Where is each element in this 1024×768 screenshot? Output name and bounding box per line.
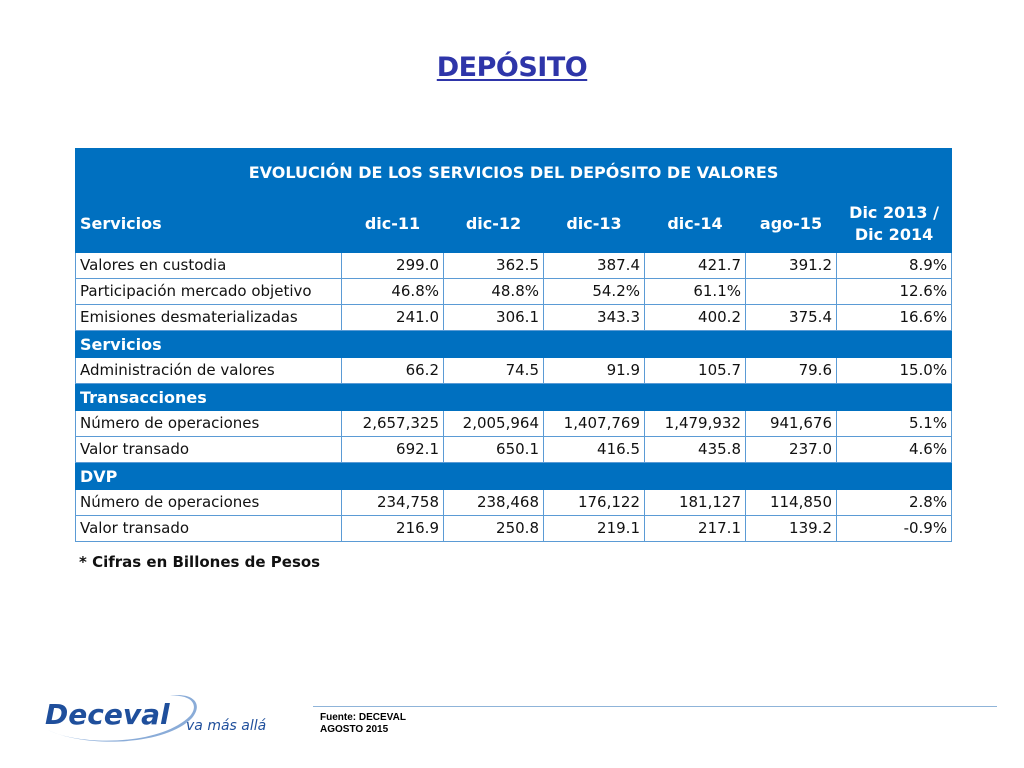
column-header: dic-11	[341, 195, 444, 253]
table-cell: 375.4	[745, 304, 837, 331]
services-table-container: EVOLUCIÓN DE LOS SERVICIOS DEL DEPÓSITO …	[74, 148, 953, 542]
source-caption: Fuente: DECEVAL AGOSTO 2015	[320, 712, 406, 736]
logo-tagline: va más allá	[186, 718, 266, 734]
table-cell: 2,657,325	[341, 410, 444, 437]
table-cell: 234,758	[341, 489, 444, 516]
table-title-row: EVOLUCIÓN DE LOS SERVICIOS DEL DEPÓSITO …	[74, 148, 953, 196]
table-cell: 61.1%	[644, 278, 746, 305]
table-row: Número de operaciones 234,758 238,468 176,1…	[75, 489, 953, 516]
table-cell: 181,127	[644, 489, 746, 516]
table-header-row: Servicios dic-11 dic-12 dic-13 dic-14 ag…	[75, 195, 953, 253]
table-row: Emisiones desmaterializadas 241.0 306.1 343…	[75, 304, 953, 331]
table-cell: 16.6%	[835, 304, 953, 331]
services-table: EVOLUCIÓN DE LOS SERVICIOS DEL DEPÓSITO …	[74, 148, 953, 542]
table-cell	[745, 278, 837, 305]
table-cell: 74.5	[443, 357, 544, 384]
table-cell: 650.1	[443, 436, 544, 463]
table-row: Administración de valores 66.2 74.5 91.9 105…	[75, 357, 953, 384]
table-cell: 362.5	[443, 252, 544, 279]
row-label: Valor transado	[75, 515, 342, 542]
row-label: Valor transado	[75, 436, 342, 463]
table-cell: -0.9%	[835, 515, 953, 542]
slide-title: DEPÓSITO	[436, 52, 588, 83]
column-header: ago-15	[745, 195, 837, 253]
table-cell: 2.8%	[835, 489, 953, 516]
table-cell: 139.2	[745, 515, 837, 542]
row-label: Número de operaciones	[75, 489, 342, 516]
source-line-2: AGOSTO 2015	[320, 724, 389, 735]
table-row: Valor transado 216.9 250.8 219.1 217.1 139.2-…	[75, 515, 953, 542]
table-cell: 299.0	[341, 252, 444, 279]
table-cell: 1,479,932	[644, 410, 746, 437]
table-row: Valores en custodia 299.0 362.5 387.4 421.7 3…	[75, 252, 953, 279]
row-label: Emisiones desmaterializadas	[75, 304, 342, 331]
row-label: Participación mercado objetivo	[75, 278, 342, 305]
table-cell: 8.9%	[835, 252, 953, 279]
section-header-row: Transacciones	[74, 383, 953, 411]
table-cell: 4.6%	[835, 436, 953, 463]
table-cell: 343.3	[543, 304, 645, 331]
table-footnote: * Cifras en Billones de Pesos	[79, 553, 321, 571]
source-line-1: Fuente: DECEVAL	[320, 712, 406, 723]
table-cell: 46.8%	[341, 278, 444, 305]
section-header-row: DVP	[74, 462, 953, 490]
table-row: Participación mercado objetivo 46.8% 48.8%…	[75, 278, 953, 305]
table-cell: 217.1	[644, 515, 746, 542]
column-header: Servicios	[75, 195, 342, 253]
table-cell: 114,850	[745, 489, 837, 516]
table-cell: 5.1%	[835, 410, 953, 437]
column-header: dic-14	[644, 195, 746, 253]
table-title: EVOLUCIÓN DE LOS SERVICIOS DEL DEPÓSITO …	[74, 148, 953, 196]
row-label: Valores en custodia	[75, 252, 342, 279]
table-cell: 219.1	[543, 515, 645, 542]
section-label: DVP	[74, 462, 953, 490]
table-cell: 238,468	[443, 489, 544, 516]
table-cell: 400.2	[644, 304, 746, 331]
table-row: Valor transado 692.1 650.1 416.5 435.8 237.0 4…	[75, 436, 953, 463]
table-cell: 692.1	[341, 436, 444, 463]
table-cell: 91.9	[543, 357, 645, 384]
column-header: dic-13	[543, 195, 645, 253]
table-cell: 48.8%	[443, 278, 544, 305]
row-label: Administración de valores	[75, 357, 342, 384]
table-cell: 12.6%	[835, 278, 953, 305]
deceval-logo-text: Deceval	[45, 698, 170, 731]
table-cell: 237.0	[745, 436, 837, 463]
table-cell: 387.4	[543, 252, 645, 279]
table-cell: 941,676	[745, 410, 837, 437]
section-header-row: Servicios	[74, 330, 953, 358]
table-cell: 216.9	[341, 515, 444, 542]
table-row: Número de operaciones 2,657,325 2,005,964 1…	[75, 410, 953, 437]
section-label: Transacciones	[74, 383, 953, 411]
table-cell: 421.7	[644, 252, 746, 279]
table-cell: 15.0%	[835, 357, 953, 384]
table-cell: 79.6	[745, 357, 837, 384]
footer-divider	[313, 706, 997, 707]
table-cell: 105.7	[644, 357, 746, 384]
table-cell: 176,122	[543, 489, 645, 516]
table-cell: 391.2	[745, 252, 837, 279]
table-cell: 54.2%	[543, 278, 645, 305]
table-cell: 66.2	[341, 357, 444, 384]
deceval-logo: Deceval va más allá	[45, 695, 266, 742]
column-header: dic-12	[443, 195, 544, 253]
table-cell: 250.8	[443, 515, 544, 542]
table-cell: 241.0	[341, 304, 444, 331]
table-cell: 435.8	[644, 436, 746, 463]
column-header: Dic 2013 / Dic 2014	[835, 195, 953, 253]
row-label: Número de operaciones	[75, 410, 342, 437]
table-cell: 1,407,769	[543, 410, 645, 437]
section-label: Servicios	[74, 330, 953, 358]
table-cell: 416.5	[543, 436, 645, 463]
table-cell: 2,005,964	[443, 410, 544, 437]
table-cell: 306.1	[443, 304, 544, 331]
